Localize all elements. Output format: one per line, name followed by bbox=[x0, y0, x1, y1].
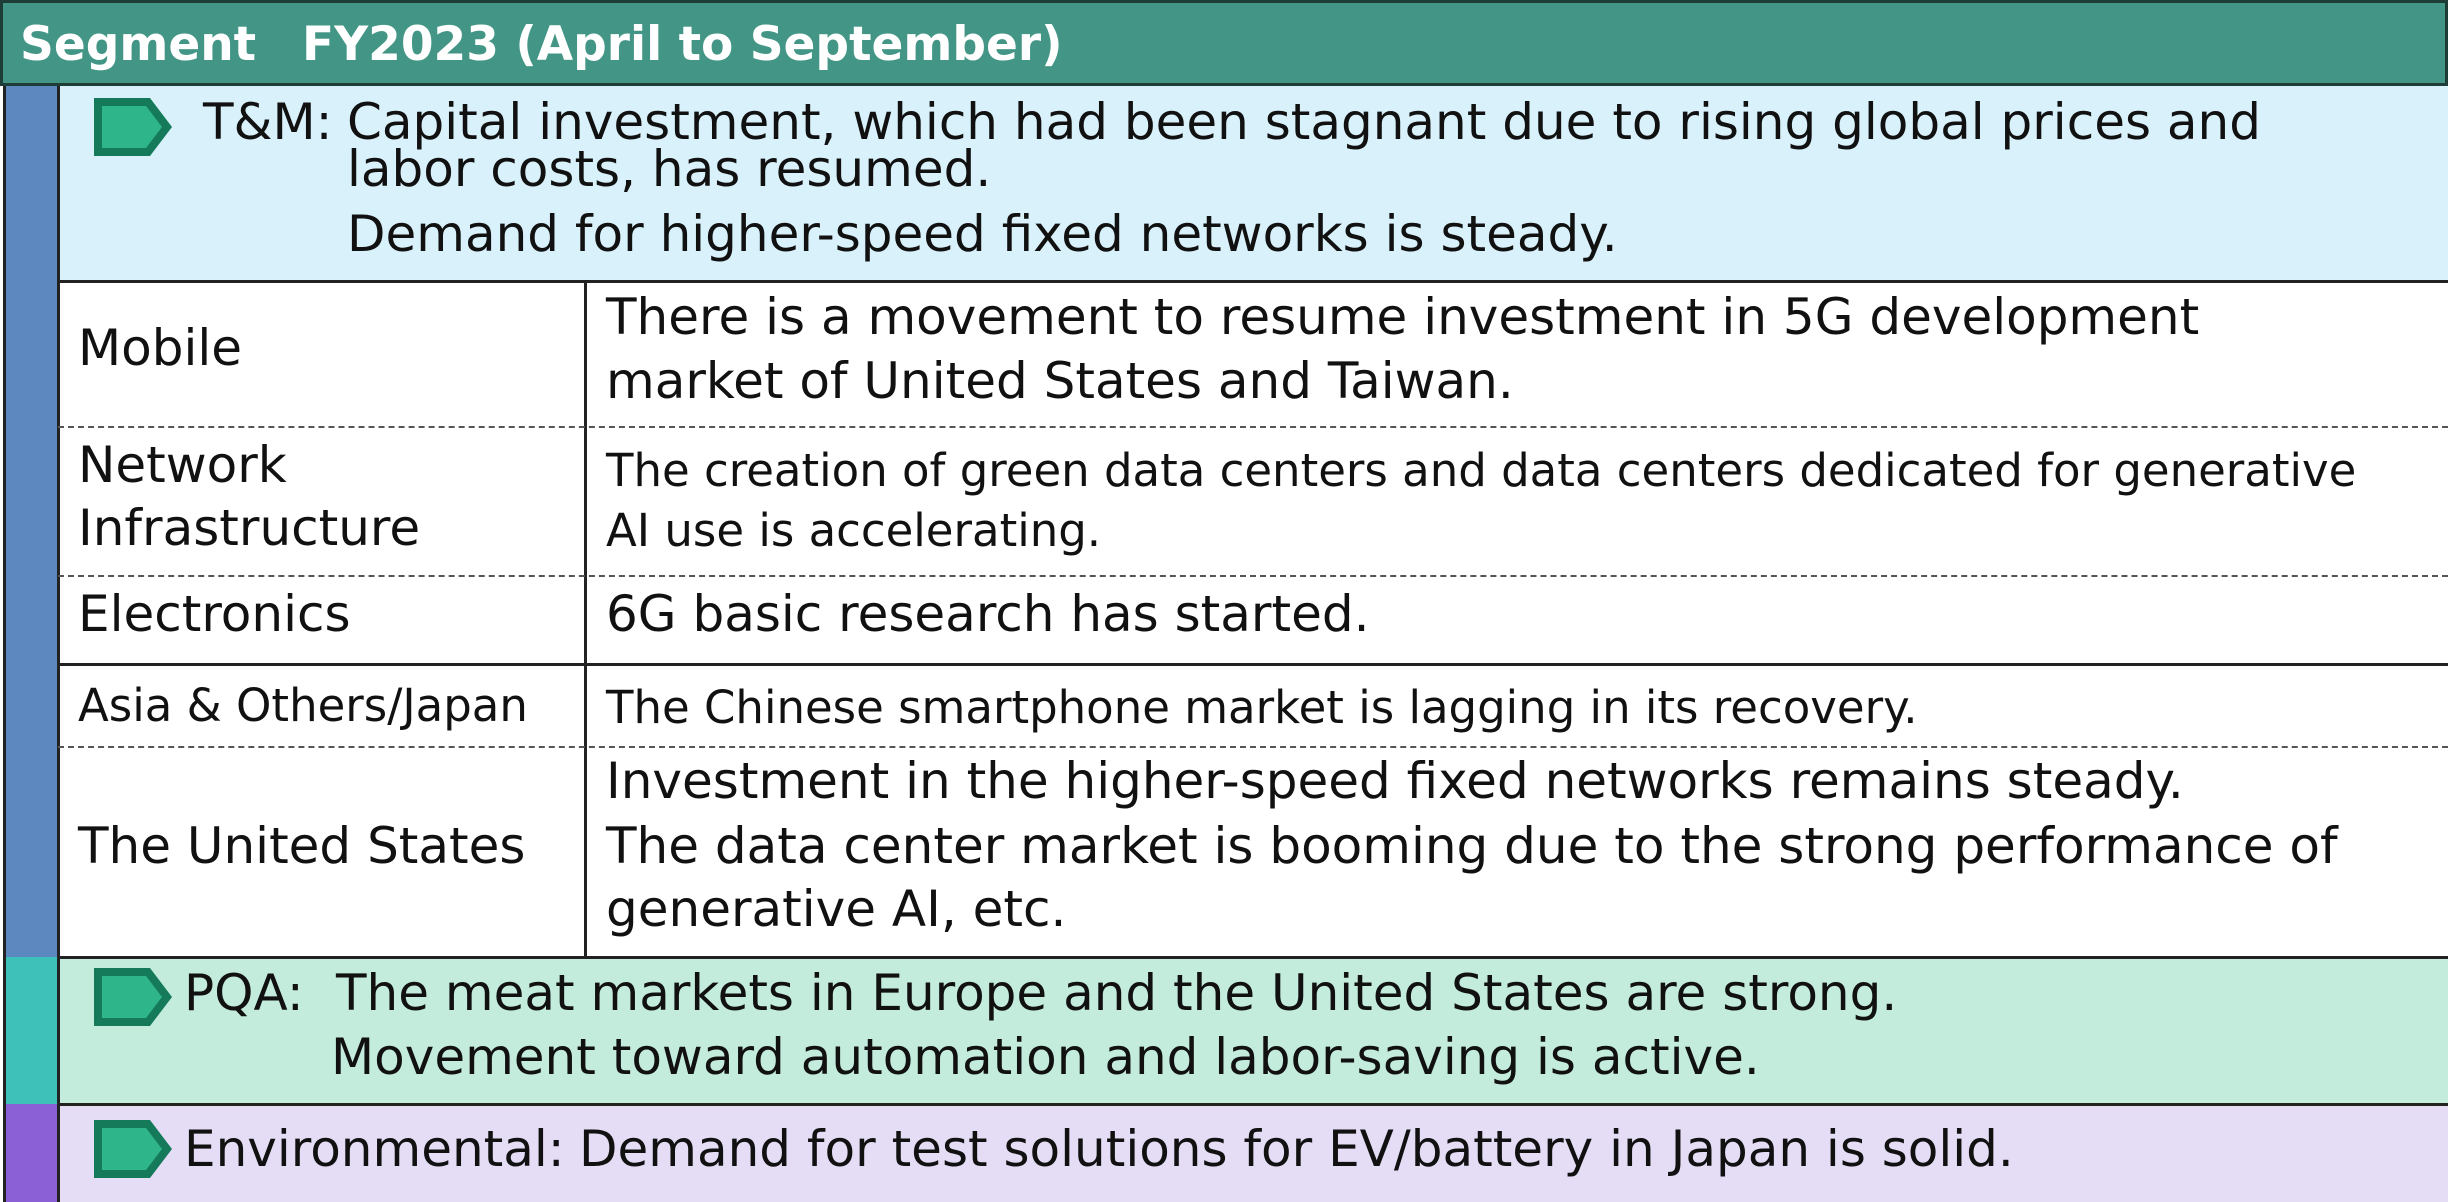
text-line: Capital investment, which had been stagn… bbox=[347, 93, 2261, 151]
header-segment: Segment bbox=[20, 17, 257, 72]
pqa-band bbox=[58, 957, 2448, 1104]
text-line: Demand for test solutions for EV/battery… bbox=[579, 1120, 2014, 1178]
text-line: labor costs, has resumed. bbox=[347, 140, 992, 198]
row-text: generative AI, etc. bbox=[606, 880, 1067, 938]
tm-band bbox=[58, 86, 2448, 281]
row-segment: The United States bbox=[78, 817, 526, 875]
row-segment: Mobile bbox=[78, 319, 243, 377]
divider bbox=[58, 280, 2448, 283]
arrow-icon bbox=[94, 98, 172, 156]
header-bar bbox=[0, 0, 2448, 86]
arrow-icon bbox=[94, 1120, 172, 1178]
row-text: The creation of green data centers and d… bbox=[606, 444, 2357, 497]
row-text: Investment in the higher-speed fixed net… bbox=[606, 752, 2184, 810]
row-text: 6G basic research has started. bbox=[606, 585, 1370, 643]
row-segment: Infrastructure bbox=[78, 499, 421, 557]
row-text: AI use is accelerating. bbox=[606, 504, 1102, 557]
text-line: The meat markets in Europe and the Unite… bbox=[336, 964, 1898, 1022]
row-text: There is a movement to resume investment… bbox=[606, 288, 2200, 346]
column-divider bbox=[584, 281, 587, 957]
env-band bbox=[58, 1104, 2448, 1202]
divider bbox=[58, 663, 2448, 666]
text-line: Movement toward automation and labor-sav… bbox=[331, 1028, 1760, 1086]
row-segment: Electronics bbox=[78, 585, 351, 643]
divider bbox=[58, 426, 2448, 428]
segment-label: Environmental: bbox=[184, 1120, 565, 1178]
row-text: The data center market is booming due to… bbox=[606, 817, 2338, 875]
env-strip bbox=[5, 1104, 58, 1202]
segment-label: T&M: bbox=[203, 93, 333, 151]
divider bbox=[58, 1103, 2448, 1106]
divider bbox=[58, 746, 2448, 748]
left-border bbox=[3, 86, 6, 1202]
tm-strip bbox=[5, 86, 58, 957]
header-period: FY2023 (April to September) bbox=[302, 17, 1063, 72]
strip-border bbox=[57, 86, 60, 1202]
pqa-strip bbox=[5, 957, 58, 1104]
row-segment: Network bbox=[78, 436, 287, 494]
divider bbox=[58, 956, 2448, 959]
divider bbox=[58, 575, 2448, 577]
text-line: Demand for higher-speed fixed networks i… bbox=[347, 205, 1618, 263]
arrow-icon bbox=[94, 968, 172, 1026]
row-text: market of United States and Taiwan. bbox=[606, 352, 1514, 410]
row-text: The Chinese smartphone market is lagging… bbox=[606, 681, 1918, 734]
segment-label: PQA: bbox=[184, 964, 304, 1022]
row-segment: Asia & Others/Japan bbox=[78, 679, 528, 732]
